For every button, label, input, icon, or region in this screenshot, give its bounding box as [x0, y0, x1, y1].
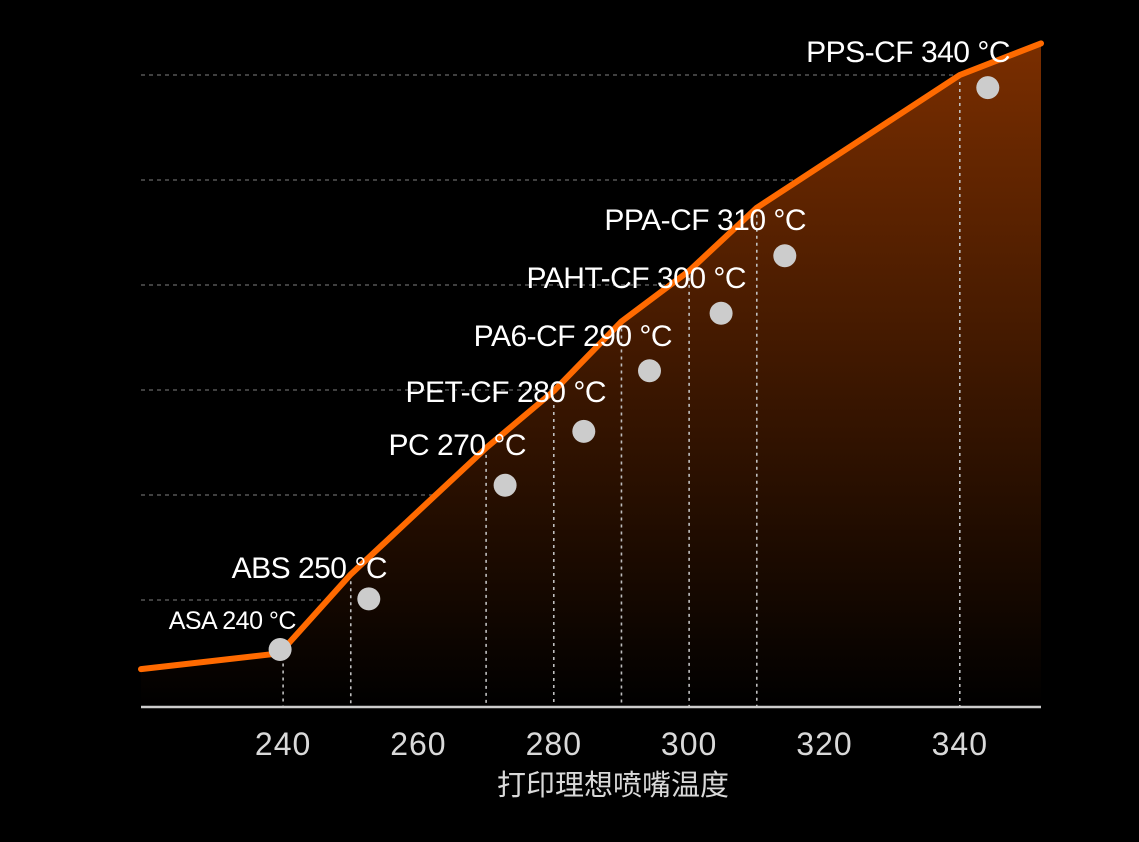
point-paht-cf: [709, 301, 733, 325]
material-points: [268, 76, 1000, 661]
x-axis-label: 打印理想喷嘴温度: [497, 768, 729, 802]
x-tick-280: 280: [526, 726, 582, 762]
point-pet-cf: [572, 419, 596, 443]
point-pps-cf: [976, 76, 1000, 100]
label-abs: ABS 250 °C: [232, 552, 387, 585]
area-fill: [141, 43, 1041, 707]
label-pet-cf: PET-CF 280 °C: [405, 376, 606, 409]
label-ppa-cf: PPA-CF 310 °C: [604, 204, 806, 237]
x-tick-240: 240: [255, 726, 311, 762]
label-pc: PC 270 °C: [388, 429, 526, 462]
series-line: [138, 40, 1044, 673]
label-pps-cf: PPS-CF 340 °C: [806, 36, 1010, 69]
point-abs: [357, 587, 381, 611]
label-asa: ASA 240 °C: [169, 607, 297, 635]
point-ppa-cf: [773, 244, 797, 268]
x-tick-300: 300: [661, 726, 717, 762]
point-pc: [493, 473, 517, 497]
x-tick-320: 320: [796, 726, 852, 762]
point-asa: [268, 638, 292, 661]
x-tick-260: 260: [390, 726, 446, 762]
x-tick-labels: 240 260 280 300 320 340: [255, 726, 988, 762]
material-labels: ASA 240 °C ABS 250 °C PC 270 °C PET-CF 280 …: [169, 36, 1011, 635]
label-pa6-cf: PA6-CF 290 °C: [474, 320, 672, 353]
label-paht-cf: PAHT-CF 300 °C: [527, 262, 747, 295]
point-pa6-cf: [638, 359, 661, 383]
x-tick-340: 340: [932, 726, 988, 762]
